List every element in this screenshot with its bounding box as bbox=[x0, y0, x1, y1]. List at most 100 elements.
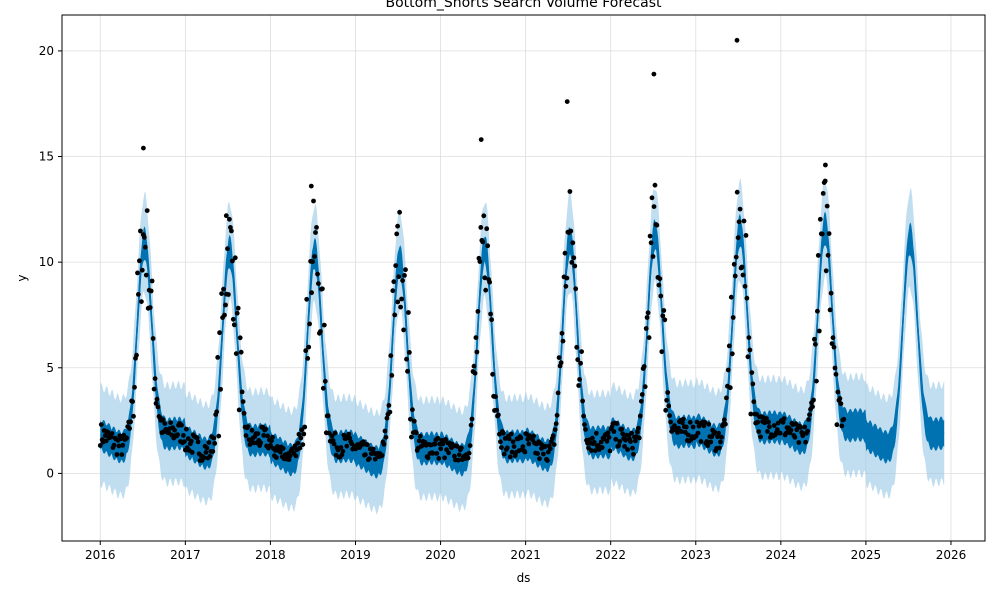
observed-point bbox=[320, 385, 326, 391]
observed-point bbox=[329, 433, 335, 439]
observed-point bbox=[416, 438, 422, 444]
observed-point bbox=[407, 350, 412, 355]
observed-point bbox=[719, 434, 724, 440]
observed-point bbox=[643, 326, 649, 331]
observed-point bbox=[792, 434, 798, 440]
observed-point bbox=[340, 448, 346, 454]
observed-point bbox=[781, 416, 787, 421]
observed-point bbox=[747, 347, 753, 353]
observed-point bbox=[311, 198, 316, 204]
observed-point bbox=[287, 453, 293, 459]
observed-point bbox=[698, 439, 704, 444]
observed-point bbox=[675, 430, 680, 435]
observed-point bbox=[820, 191, 826, 196]
observed-point bbox=[553, 421, 559, 427]
observed-point bbox=[134, 352, 139, 358]
observed-point bbox=[526, 441, 532, 447]
observed-point bbox=[223, 302, 228, 308]
observed-point bbox=[425, 455, 431, 461]
observed-point bbox=[120, 442, 126, 448]
observed-point bbox=[485, 243, 491, 249]
observed-point bbox=[137, 258, 142, 264]
observed-point bbox=[650, 254, 656, 259]
observed-point bbox=[243, 433, 249, 438]
observed-point bbox=[383, 434, 389, 440]
observed-point bbox=[824, 203, 830, 209]
observed-point bbox=[216, 433, 222, 439]
observed-point bbox=[651, 204, 657, 210]
observed-point bbox=[662, 317, 668, 323]
observed-peak-point bbox=[308, 183, 314, 189]
observed-point bbox=[458, 445, 464, 451]
observed-point bbox=[746, 335, 752, 340]
observed-point bbox=[381, 441, 387, 447]
y-tick-label: 15 bbox=[39, 150, 54, 164]
observed-point bbox=[578, 360, 583, 366]
observed-point bbox=[304, 296, 310, 302]
observed-point bbox=[318, 329, 323, 334]
observed-point bbox=[562, 250, 568, 256]
observed-point bbox=[683, 424, 689, 430]
observed-point bbox=[481, 213, 487, 219]
observed-point bbox=[160, 417, 166, 422]
observed-point bbox=[493, 394, 498, 400]
observed-point bbox=[277, 449, 283, 455]
observed-peak-point bbox=[734, 37, 740, 43]
observed-point bbox=[382, 428, 388, 434]
observed-point bbox=[265, 433, 270, 439]
observed-point bbox=[841, 416, 847, 422]
observed-point bbox=[128, 419, 134, 425]
y-tick-label: 0 bbox=[46, 466, 54, 480]
observed-point bbox=[676, 425, 681, 431]
observed-point bbox=[767, 424, 772, 430]
observed-point bbox=[487, 279, 492, 285]
observed-point bbox=[712, 429, 718, 435]
observed-point bbox=[780, 419, 786, 425]
observed-peak-point bbox=[651, 71, 657, 77]
observed-point bbox=[622, 444, 627, 449]
observed-point bbox=[154, 396, 160, 402]
observed-peak-point bbox=[223, 213, 229, 219]
observed-point bbox=[331, 441, 337, 447]
observed-point bbox=[230, 316, 236, 322]
observed-point bbox=[203, 450, 209, 455]
observed-point bbox=[736, 219, 742, 225]
observed-point bbox=[227, 216, 232, 222]
observed-point bbox=[456, 452, 462, 458]
observed-point bbox=[748, 411, 754, 417]
observed-point bbox=[652, 182, 658, 188]
observed-point bbox=[658, 293, 664, 299]
x-tick-label: 2024 bbox=[766, 548, 797, 562]
observed-point bbox=[723, 421, 728, 427]
observed-point bbox=[212, 441, 218, 446]
observed-point bbox=[150, 336, 156, 341]
observed-point bbox=[124, 435, 130, 441]
observed-point bbox=[573, 286, 579, 292]
observed-point bbox=[708, 439, 714, 445]
observed-point bbox=[633, 438, 638, 444]
observed-point bbox=[672, 423, 677, 429]
observed-point bbox=[241, 410, 247, 416]
observed-point bbox=[722, 417, 727, 423]
observed-point bbox=[680, 416, 686, 422]
observed-point bbox=[828, 290, 834, 296]
observed-point bbox=[118, 436, 124, 442]
observed-point bbox=[280, 446, 286, 451]
observed-point bbox=[724, 395, 729, 401]
observed-point bbox=[240, 399, 246, 404]
observed-point bbox=[295, 440, 301, 446]
x-tick-label: 2021 bbox=[510, 548, 541, 562]
observed-point bbox=[838, 401, 844, 407]
observed-point bbox=[480, 239, 486, 245]
observed-point bbox=[822, 178, 828, 184]
observed-point bbox=[468, 422, 474, 428]
observed-point bbox=[274, 455, 279, 460]
observed-point bbox=[236, 407, 242, 413]
observed-point bbox=[184, 426, 189, 432]
observed-point bbox=[657, 276, 663, 282]
uncertainty-interval-area bbox=[100, 178, 945, 515]
observed-point bbox=[305, 356, 311, 361]
observed-point bbox=[211, 435, 217, 441]
observed-point bbox=[702, 419, 708, 425]
observed-point bbox=[592, 448, 598, 453]
